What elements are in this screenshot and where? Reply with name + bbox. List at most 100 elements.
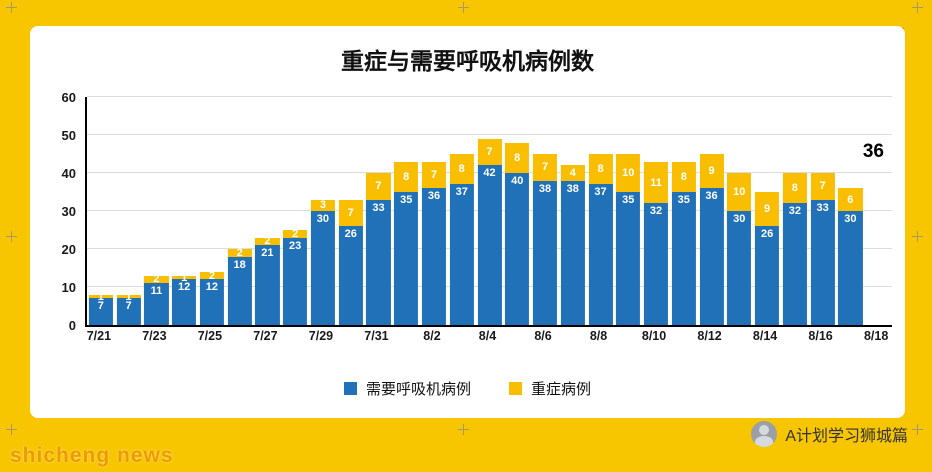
x-tick-label: 7/31 <box>364 329 389 343</box>
bar-group: 37 8 <box>588 154 613 325</box>
bar-segment-ventilator: 37 <box>449 184 474 325</box>
bar-segment-ventilator: 32 <box>643 203 669 325</box>
bar-value-label: 8 <box>680 170 687 183</box>
bar-segment-ventilator: 36 <box>699 188 724 325</box>
bar-value-label: 30 <box>844 213 857 225</box>
selection-handle-top-center[interactable] <box>458 2 469 13</box>
bar-group: 42 7 <box>477 138 502 325</box>
bar-segment-ventilator: 12 <box>172 279 197 325</box>
selection-handle-bottom-right[interactable] <box>912 424 923 435</box>
selection-handle-top-right[interactable] <box>912 2 923 13</box>
bar-value-label: 21 <box>261 247 274 260</box>
bar-segment-ventilator: 30 <box>310 211 336 325</box>
bar-segment-severe: 10 <box>616 154 641 192</box>
bar-value-label: 3 <box>319 199 326 212</box>
bar-segment-ventilator: 36 <box>421 188 447 325</box>
bar-segment-severe: 8 <box>671 161 696 192</box>
bar-value-label: 36 <box>427 190 441 203</box>
bar-value-label: 37 <box>594 186 607 199</box>
bar-segment-severe: 9 <box>699 154 724 189</box>
selection-handle-top-left[interactable] <box>6 2 17 13</box>
bar-value-label: 42 <box>483 167 496 180</box>
chart-legend: 需要呼吸机病例 重症病例 <box>30 378 905 399</box>
bar-segment-ventilator: 30 <box>838 211 863 325</box>
bar-group: 40 8 <box>505 142 530 325</box>
bar-segment-ventilator: 35 <box>394 192 419 325</box>
bar-group: 33 7 <box>366 173 391 325</box>
bar-segment-ventilator: 33 <box>366 199 391 325</box>
bar-value-label: 8 <box>458 163 465 176</box>
x-tick-label: 8/2 <box>423 329 441 343</box>
gridline <box>87 96 892 97</box>
bar-group: 26 9 <box>755 192 780 325</box>
bar-value-label: 7 <box>541 161 549 174</box>
y-axis-labels: 0 10 20 30 40 50 60 <box>36 90 80 333</box>
bar-segment-ventilator: 40 <box>505 173 530 325</box>
bar-segment-severe: 2 <box>283 228 308 240</box>
x-tick-label: 7/29 <box>308 329 334 343</box>
x-tick-label: 8/8 <box>589 329 608 343</box>
bar-segment-severe: 8 <box>505 142 530 173</box>
bar-segment-severe: 9 <box>755 192 780 227</box>
bar-value-label: 2 <box>264 235 271 248</box>
bar-value-label: 11 <box>150 285 163 298</box>
bar-value-label: 30 <box>316 213 330 225</box>
bar-segment-severe: 8 <box>588 154 613 185</box>
bar-segment-ventilator: 33 <box>810 199 835 325</box>
bar-group: 38 4 <box>560 165 585 325</box>
bar-segment-severe: 11 <box>643 161 669 204</box>
chart-title: 重症与需要呼吸机病例数 <box>341 48 594 74</box>
bar-group: 21 2 <box>255 235 280 325</box>
bar-value-label: 7 <box>486 146 493 159</box>
bar-value-label: 11 <box>650 176 662 189</box>
bar-value-label: 7 <box>347 206 354 219</box>
bar-group: 35 8 <box>671 161 696 325</box>
bar-segment-severe: 3 <box>310 199 336 212</box>
bar-value-label: 8 <box>403 170 410 183</box>
y-tick-label: 60 <box>61 90 76 105</box>
y-tick-label: 40 <box>61 166 76 181</box>
bar-value-label: 35 <box>677 194 690 206</box>
bar-value-label: 37 <box>455 186 468 199</box>
bar-group: 12 2 <box>199 270 224 325</box>
bar-segment-severe: 6 <box>838 188 863 211</box>
bar-value-label: 33 <box>816 201 829 214</box>
bar-value-label: 7 <box>125 300 132 313</box>
x-tick-label: 8/6 <box>534 329 552 343</box>
bar-value-label: 35 <box>400 194 413 206</box>
bar-segment-ventilator: 35 <box>616 192 641 325</box>
legend-swatch-ventilator <box>343 382 357 395</box>
chart-panel: 重症与需要呼吸机病例数 0 10 20 30 40 50 60 36 7 1 7 1 11 2 12 1 1… <box>30 26 905 418</box>
y-tick-label: 0 <box>68 318 76 333</box>
bar-segment-ventilator: 23 <box>283 237 308 325</box>
x-tick-label: 8/18 <box>863 329 889 343</box>
bar-segment-severe: 2 <box>227 247 252 259</box>
bar-value-label: 4 <box>569 167 576 180</box>
bar-value-label: 7 <box>97 300 104 313</box>
selection-handle-middle-right[interactable] <box>912 231 923 242</box>
bar-group: 11 2 <box>144 273 169 325</box>
bar-value-label: 8 <box>514 151 521 164</box>
bar-segment-ventilator: 26 <box>755 226 780 325</box>
bar-value-label: 8 <box>791 182 798 195</box>
bar-segment-ventilator: 37 <box>588 184 613 325</box>
bar-value-label: 26 <box>344 228 357 241</box>
x-tick-label: 8/10 <box>641 329 667 343</box>
bar-group: 32 8 <box>782 173 807 325</box>
bar-value-label: 1 <box>125 290 132 303</box>
bar-segment-severe: 7 <box>532 154 558 181</box>
selection-handle-bottom-center[interactable] <box>458 424 469 435</box>
bar-value-label: 32 <box>649 205 663 218</box>
bar-segment-ventilator: 21 <box>255 245 280 325</box>
bar-group: 38 7 <box>532 154 558 325</box>
bar-value-label: 23 <box>289 239 302 252</box>
bar-segment-severe: 4 <box>560 165 585 181</box>
selection-handle-middle-left[interactable] <box>6 231 17 242</box>
bar-segment-severe: 1 <box>88 291 113 303</box>
legend-item-severe: 重症病例 <box>509 378 591 399</box>
bar-value-label: 8 <box>597 163 604 176</box>
bar-segment-ventilator: 32 <box>782 203 807 325</box>
selection-handle-bottom-left[interactable] <box>6 424 17 435</box>
